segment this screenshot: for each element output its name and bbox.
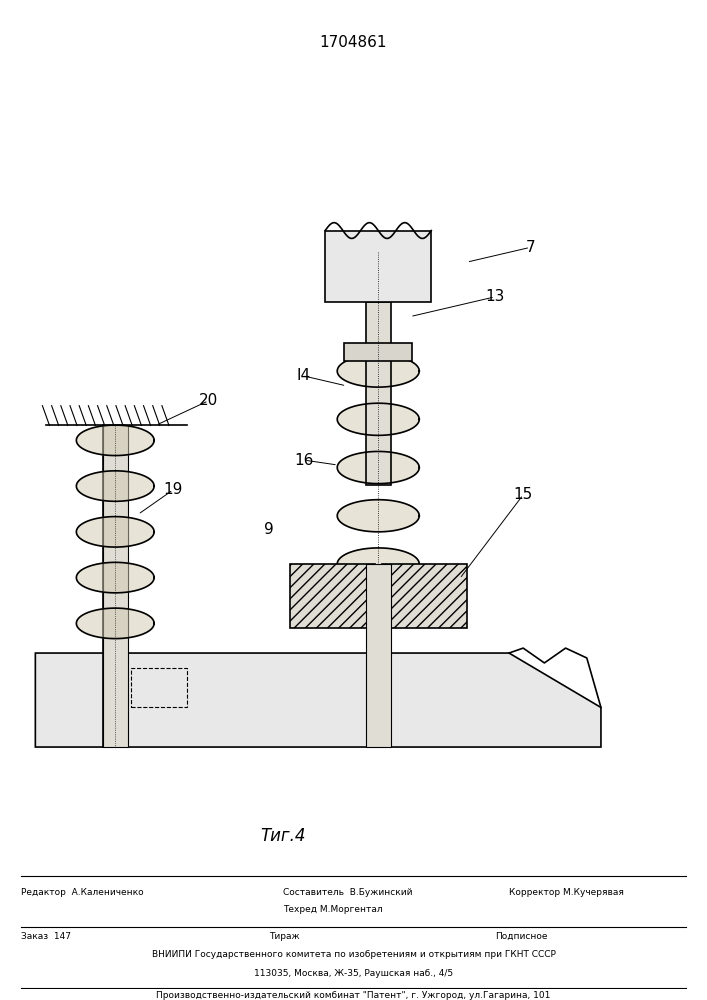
Text: 20: 20 (199, 393, 218, 408)
Polygon shape (337, 500, 419, 532)
Bar (344, 343, 412, 361)
Bar (382, 564, 467, 628)
Polygon shape (76, 517, 154, 547)
Text: Τиг.4: Τиг.4 (260, 827, 305, 845)
Polygon shape (76, 425, 154, 456)
Polygon shape (337, 451, 419, 484)
Bar (366, 564, 390, 747)
Text: Тираж: Тираж (269, 932, 299, 941)
Text: Производственно-издательский комбинат "Патент", г. Ужгород, ул.Гагарина, 101: Производственно-издательский комбинат "П… (156, 991, 551, 1000)
Text: Редактор  А.Калениченко: Редактор А.Калениченко (21, 888, 144, 897)
Text: Корректор М.Кучерявая: Корректор М.Кучерявая (509, 888, 624, 897)
Polygon shape (337, 355, 419, 387)
Text: 19: 19 (163, 482, 183, 497)
Text: 113035, Москва, Ж-35, Раушская наб., 4/5: 113035, Москва, Ж-35, Раушская наб., 4/5 (254, 969, 453, 978)
Polygon shape (76, 608, 154, 639)
Polygon shape (35, 653, 601, 747)
Text: 7: 7 (525, 240, 535, 255)
Polygon shape (337, 403, 419, 435)
Polygon shape (337, 548, 419, 580)
Text: Техред М.Моргентал: Техред М.Моргентал (283, 905, 382, 914)
Polygon shape (76, 562, 154, 593)
Polygon shape (76, 471, 154, 501)
Text: I4: I4 (297, 368, 311, 383)
Text: ВНИИПИ Государственного комитета по изобретениям и открытиям при ГКНТ СССР: ВНИИПИ Государственного комитета по изоб… (151, 950, 556, 959)
Bar (366, 302, 390, 485)
Bar (325, 231, 431, 302)
Text: 1704861: 1704861 (320, 35, 387, 50)
Bar (131, 668, 187, 707)
Bar (290, 564, 375, 628)
Text: 9: 9 (264, 522, 274, 537)
Text: 13: 13 (485, 289, 505, 304)
Text: 16: 16 (294, 453, 314, 468)
Text: 15: 15 (513, 487, 533, 502)
Text: Заказ  147: Заказ 147 (21, 932, 71, 941)
Text: Подписное: Подписное (495, 932, 547, 941)
Text: Составитель  В.Бужинский: Составитель В.Бужинский (283, 888, 412, 897)
Bar (103, 425, 127, 747)
